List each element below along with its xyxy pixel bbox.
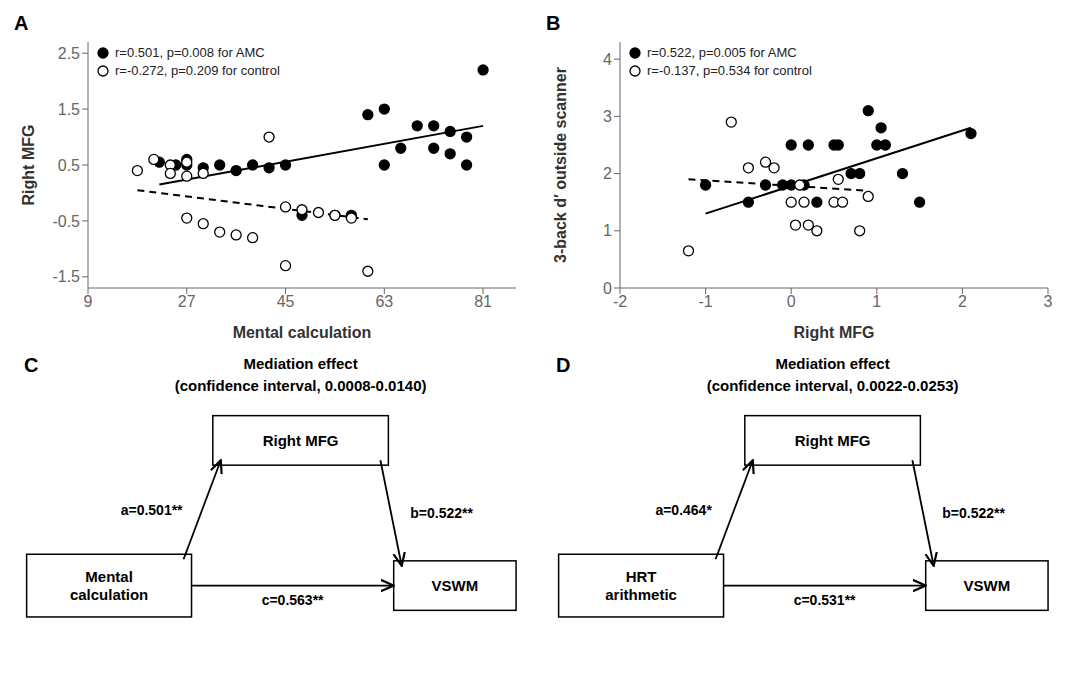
svg-text:3: 3 bbox=[1044, 293, 1053, 310]
svg-text:0: 0 bbox=[603, 280, 612, 297]
svg-text:b=0.522**: b=0.522** bbox=[410, 505, 473, 521]
svg-text:-0.5: -0.5 bbox=[52, 213, 80, 230]
svg-text:HRTarithmetic: HRTarithmetic bbox=[605, 568, 677, 603]
html-text:r=-0.137, p=0.534 for control: r=-0.137, p=0.534 for control bbox=[647, 63, 812, 78]
svg-text:(confidence interval, 0.0022-0: (confidence interval, 0.0022-0.0253) bbox=[707, 377, 959, 394]
html-text:A: A bbox=[14, 12, 29, 34]
svg-text:-2: -2 bbox=[613, 293, 627, 310]
svg-text:-1.5: -1.5 bbox=[52, 268, 80, 285]
svg-text:D: D bbox=[556, 354, 570, 376]
svg-text:27: 27 bbox=[178, 293, 196, 310]
svg-text:b=0.522**: b=0.522** bbox=[942, 505, 1005, 521]
svg-text:9: 9 bbox=[84, 293, 93, 310]
svg-text:(confidence interval, 0.0008-0: (confidence interval, 0.0008-0.0140) bbox=[175, 377, 427, 394]
svg-text:c=0.563**: c=0.563** bbox=[262, 592, 324, 608]
svg-text:81: 81 bbox=[474, 293, 492, 310]
svg-text:3: 3 bbox=[603, 108, 612, 125]
svg-text:VSWM: VSWM bbox=[432, 577, 479, 594]
svg-text:-1: -1 bbox=[698, 293, 712, 310]
svg-text:63: 63 bbox=[375, 293, 393, 310]
svg-text:Right MFG: Right MFG bbox=[794, 324, 875, 341]
html-text:r=0.522, p=0.005 for AMC: r=0.522, p=0.005 for AMC bbox=[647, 45, 797, 60]
svg-text:a=0.501**: a=0.501** bbox=[121, 502, 183, 518]
svg-text:Mediation effect: Mediation effect bbox=[776, 355, 890, 372]
html-text:B: B bbox=[546, 12, 561, 34]
svg-text:Mentalcalculation: Mentalcalculation bbox=[70, 568, 148, 603]
svg-text:3-back d′ outside scanner: 3-back d′ outside scanner bbox=[552, 67, 569, 263]
svg-text:45: 45 bbox=[277, 293, 295, 310]
html-text:r=-0.272, p=0.209 for control: r=-0.272, p=0.209 for control bbox=[115, 63, 280, 78]
svg-text:2: 2 bbox=[958, 293, 967, 310]
svg-text:a=0.464*: a=0.464* bbox=[655, 502, 712, 518]
svg-text:Right MFG: Right MFG bbox=[795, 432, 871, 449]
svg-text:Right MFG: Right MFG bbox=[263, 432, 339, 449]
svg-text:VSWM: VSWM bbox=[964, 577, 1011, 594]
html-text:r=0.501, p=0.008 for AMC: r=0.501, p=0.008 for AMC bbox=[115, 45, 265, 60]
svg-text:C: C bbox=[24, 354, 38, 376]
svg-text:1.5: 1.5 bbox=[58, 101, 80, 118]
svg-text:2.5: 2.5 bbox=[58, 45, 80, 62]
svg-text:0.5: 0.5 bbox=[58, 157, 80, 174]
svg-text:Mediation effect: Mediation effect bbox=[244, 355, 358, 372]
svg-text:0: 0 bbox=[787, 293, 796, 310]
svg-text:Mental calculation: Mental calculation bbox=[233, 324, 372, 341]
svg-text:c=0.531**: c=0.531** bbox=[794, 592, 856, 608]
svg-text:2: 2 bbox=[603, 165, 612, 182]
svg-text:1: 1 bbox=[872, 293, 881, 310]
svg-text:Right MFG: Right MFG bbox=[20, 125, 37, 206]
svg-text:1: 1 bbox=[603, 222, 612, 239]
svg-text:4: 4 bbox=[603, 51, 612, 68]
